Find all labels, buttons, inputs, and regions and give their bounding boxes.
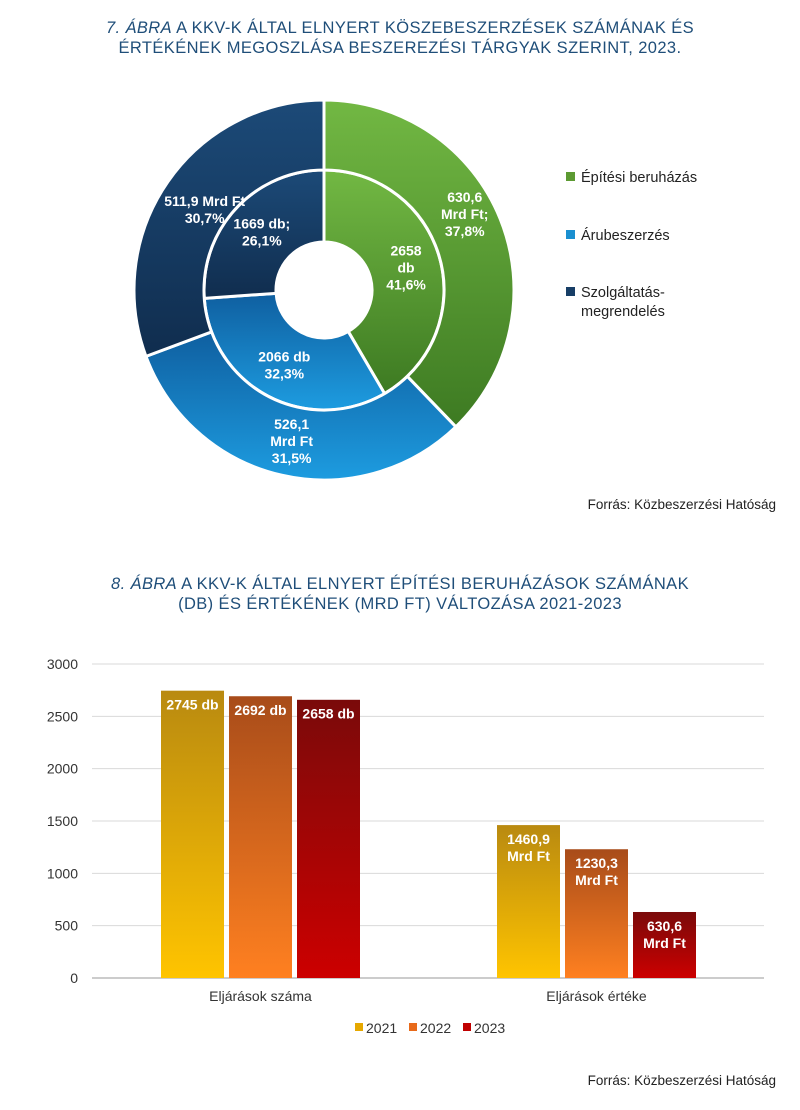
chart1-source: Forrás: Közbeszerzési Hatóság bbox=[587, 497, 776, 512]
bar-y-tick: 1500 bbox=[47, 813, 78, 829]
bar-2-1 bbox=[633, 911, 696, 978]
bar-category-label: Eljárások száma bbox=[209, 988, 312, 1004]
bar-0-0 bbox=[161, 690, 224, 978]
chart2-source: Forrás: Közbeszerzési Hatóság bbox=[587, 1073, 776, 1088]
bar-1-1 bbox=[565, 849, 628, 978]
donut-outer-label-2: 511,9 Mrd Ft 30,7% bbox=[164, 193, 245, 226]
donut-outer-slice-1 bbox=[144, 329, 458, 482]
donut-inner-label-2: 1669 db; 26,1% bbox=[233, 215, 290, 248]
bar-y-tick: 3000 bbox=[47, 656, 78, 672]
chart2-title-line2: (DB) ÉS ÉRTÉKÉNEK (MRD FT) VÁLTOZÁSA 202… bbox=[178, 595, 622, 613]
donut-outer-label-1: 526,1 Mrd Ft 31,5% bbox=[270, 416, 313, 466]
bar-legend-swatch-2 bbox=[463, 1023, 471, 1031]
bar-label-1-1: 1230,3 Mrd Ft bbox=[575, 855, 618, 888]
bar-0-1 bbox=[497, 825, 560, 978]
bar-chart: 0 500 1000 1500 2000 2500 3000 2745 db 2692 db 26… bbox=[47, 656, 764, 1036]
chart1-title-text: A KKV-K ÁLTAL ELNYERT KÖSZEBESZERZÉSEK S… bbox=[172, 19, 695, 37]
donut-outer-slice-2 bbox=[132, 98, 326, 359]
chart1-title: 7. ÁBRA A KKV-K ÁLTAL ELNYERT KÖSZEBESZE… bbox=[0, 18, 800, 58]
chart2-title-text: A KKV-K ÁLTAL ELNYERT ÉPÍTÉSI BERUHÁZÁSO… bbox=[177, 575, 689, 593]
bar-y-tick: 1000 bbox=[47, 865, 78, 881]
bar-legend-label-0: 2021 bbox=[366, 1020, 397, 1036]
bar-2-0 bbox=[297, 699, 360, 978]
bar-legend-swatch-1 bbox=[409, 1023, 417, 1031]
bar-label-2-0: 2658 db bbox=[302, 706, 354, 722]
donut-outer-label-0: 630,6 Mrd Ft; 37,8% bbox=[441, 189, 488, 239]
donut-chart: 2658 db 41,6% 2066 db 32,3% 1669 db; 26,1% 630,… bbox=[132, 98, 697, 482]
chart1-title-line2: ÉRTÉKÉNEK MEGOSZLÁSA BESZEREZÉSI TÁRGYAK… bbox=[118, 39, 682, 57]
donut-outer-slice-0 bbox=[322, 98, 516, 429]
bar-label-0-1: 1460,9 Mrd Ft bbox=[507, 831, 550, 864]
bar-y-tick: 2000 bbox=[47, 761, 78, 777]
bar-y-tick: 0 bbox=[70, 970, 78, 986]
bar-1-0 bbox=[229, 696, 292, 978]
donut-hole bbox=[277, 243, 371, 337]
donut-inner-label-1: 2066 db 32,3% bbox=[258, 349, 310, 382]
donut-legend-swatch-1 bbox=[566, 230, 575, 239]
bar-legend-swatch-0 bbox=[355, 1023, 363, 1031]
donut-inner-label-0: 2658 db 41,6% bbox=[386, 243, 426, 293]
bar-legend-label-1: 2022 bbox=[420, 1020, 451, 1036]
bar-y-tick: 500 bbox=[55, 918, 79, 934]
bar-label-1-0: 2692 db bbox=[234, 702, 286, 718]
bar-label-0-0: 2745 db bbox=[166, 697, 218, 713]
chart1-title-number: 7. ÁBRA bbox=[105, 19, 173, 37]
donut-legend-swatch-2 bbox=[566, 287, 575, 296]
donut-legend-label-2: Szolgáltatás-megrendelés bbox=[581, 285, 665, 320]
donut-legend-swatch-0 bbox=[566, 172, 575, 181]
bar-label-2-1: 630,6 Mrd Ft bbox=[643, 918, 686, 951]
bar-y-tick: 2500 bbox=[47, 708, 78, 724]
chart2-title-number: 8. ÁBRA bbox=[111, 575, 178, 593]
bar-legend-label-2: 2023 bbox=[474, 1020, 505, 1036]
bar-category-label: Eljárások értéke bbox=[546, 988, 647, 1004]
chart2-title: 8. ÁBRA A KKV-K ÁLTAL ELNYERT ÉPÍTÉSI BE… bbox=[0, 574, 800, 614]
donut-legend-label-0: Építési beruházás bbox=[581, 169, 697, 186]
donut-legend-label-1: Árubeszerzés bbox=[581, 227, 670, 244]
